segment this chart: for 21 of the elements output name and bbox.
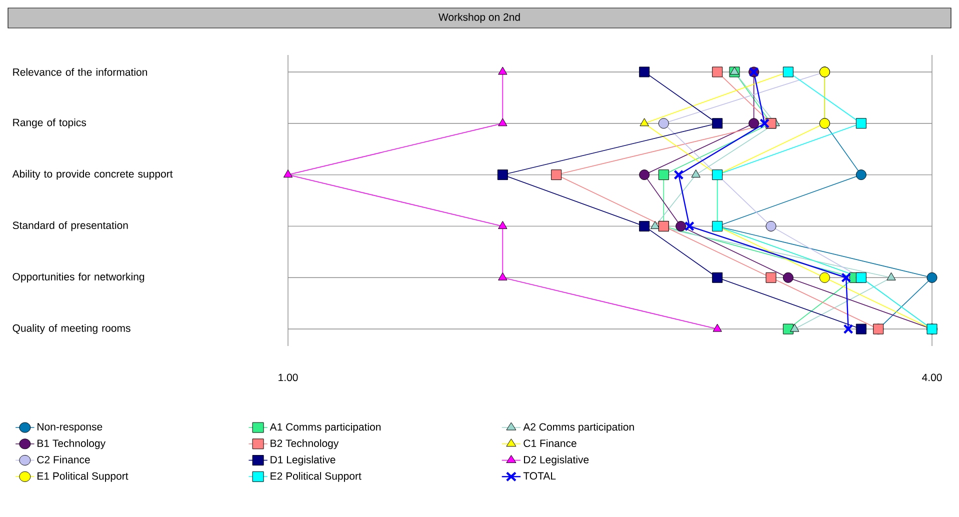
legend-label: C2 Finance [37,456,90,464]
legend-label: E2 Political Support [270,472,362,482]
y-tick-label: Quality of meeting rooms [12,324,130,334]
y-tick-label: Standard of presentation [12,221,128,232]
y-tick-label: Range of topics [13,118,86,128]
legend-label: TOTAL [523,472,556,480]
legend-label: D1 Legislative [270,456,336,466]
x-tick-label: 4.00 [922,374,942,382]
y-tick-label: Opportunities for networking [12,272,144,283]
y-tick-label: Ability to provide concrete support [12,170,173,180]
legend-label: B1 Technology [38,439,106,450]
chart-title: Workshop on 2nd [438,13,520,23]
legend-label: E1 Political Support [38,472,128,482]
x-tick-label: 1.00 [278,374,298,382]
legend-label: B2 Technology [270,439,339,450]
legend-label: D2 Legislative [524,456,589,466]
y-tick-label: Relevance of the information [13,68,147,76]
legend-label: A1 Comms participation [270,422,381,433]
legend-label: A2 Comms participation [523,422,634,433]
legend-label: Non-response [38,423,102,433]
legend-label: C1 Finance [524,439,576,448]
